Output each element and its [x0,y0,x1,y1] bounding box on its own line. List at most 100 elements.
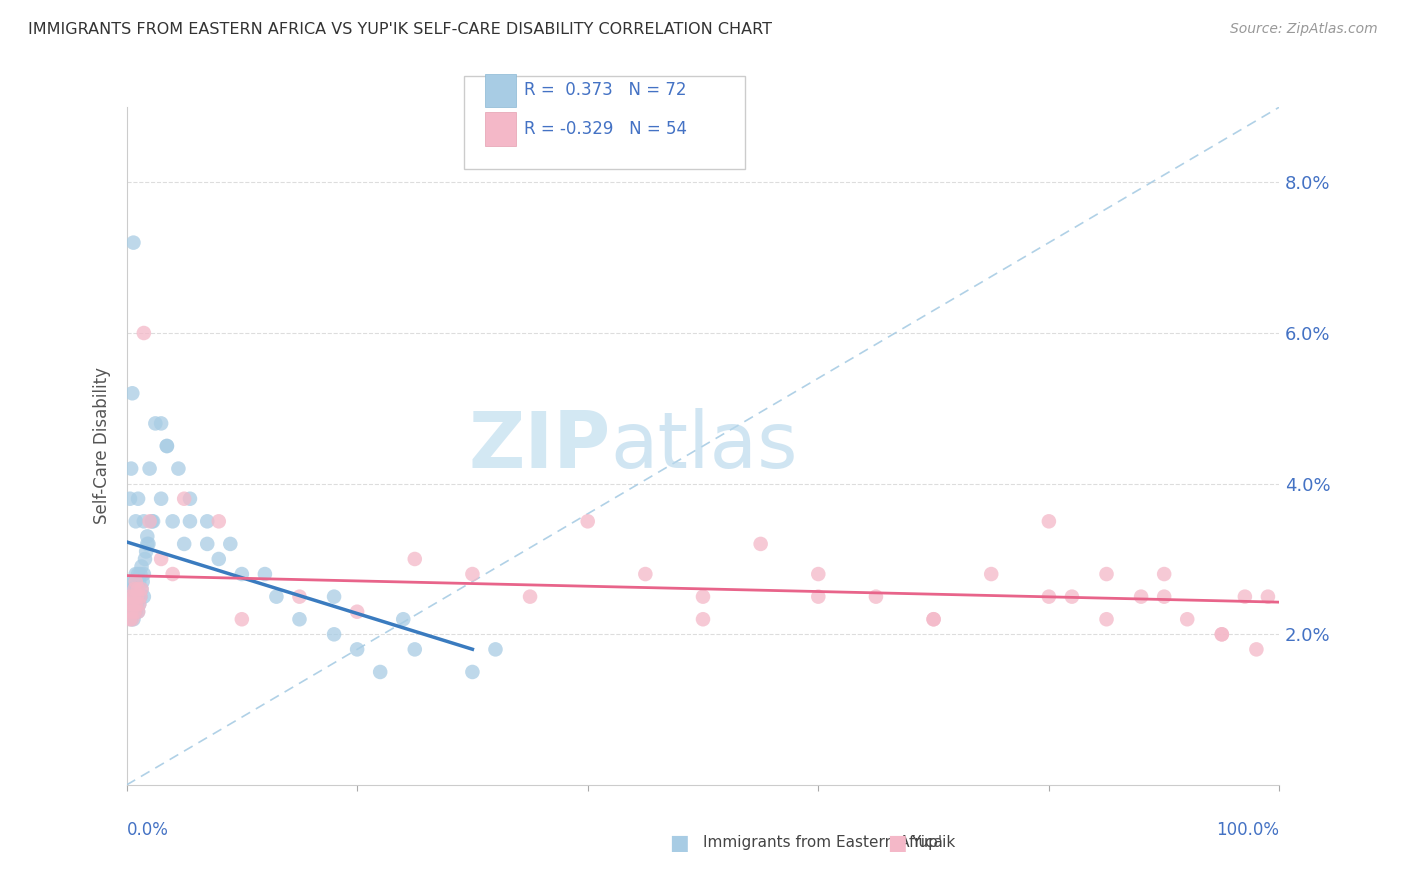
Point [392,612,415,626]
Point [121,386,143,401]
Point [127,605,149,619]
Text: ZIP: ZIP [468,408,610,484]
Point [145,417,166,431]
Point [131,582,153,596]
Point [576,514,599,528]
Point [129,567,152,582]
Point [208,514,231,528]
Point [404,552,426,566]
Point [125,574,148,589]
Point [118,597,141,611]
Point [195,537,218,551]
Point [1038,590,1060,604]
Point [131,559,153,574]
Point [121,590,143,604]
Point [323,590,346,604]
Point [136,529,159,543]
Text: R =  0.373   N = 72: R = 0.373 N = 72 [524,81,688,99]
Point [162,514,184,528]
Point [142,514,165,528]
Point [692,590,714,604]
Point [404,642,426,657]
Point [1175,612,1198,626]
Point [120,461,142,475]
Point [141,514,163,528]
Point [124,590,146,604]
Point [132,514,155,528]
Point [150,552,173,566]
Text: ■: ■ [887,833,907,853]
Point [231,612,253,626]
Point [253,567,276,582]
Point [167,461,190,475]
Point [118,597,141,611]
Point [118,590,141,604]
Point [134,552,156,566]
Point [208,552,231,566]
Point [179,514,201,528]
Text: ■: ■ [669,833,689,853]
Point [125,597,148,611]
Point [118,491,141,506]
Point [288,612,311,626]
Point [1211,627,1233,641]
Text: R = -0.329   N = 54: R = -0.329 N = 54 [524,120,688,138]
Point [118,612,141,626]
Text: Yup'ik: Yup'ik [911,836,955,850]
Text: atlas: atlas [610,408,799,484]
Point [125,605,148,619]
Point [125,597,148,611]
Point [122,582,145,596]
Point [368,665,391,679]
Point [173,537,195,551]
Point [179,491,201,506]
Point [128,597,150,611]
Point [124,605,146,619]
Point [135,544,157,558]
Point [484,642,506,657]
Point [122,597,145,611]
Point [1060,590,1083,604]
Text: 0.0%: 0.0% [127,821,169,838]
Text: Immigrants from Eastern Africa: Immigrants from Eastern Africa [703,836,943,850]
Point [1233,590,1256,604]
Point [195,514,218,528]
Point [124,582,146,596]
Point [132,590,155,604]
Text: IMMIGRANTS FROM EASTERN AFRICA VS YUP'IK SELF-CARE DISABILITY CORRELATION CHART: IMMIGRANTS FROM EASTERN AFRICA VS YUP'IK… [28,22,772,37]
Point [461,567,484,582]
Point [323,627,346,641]
Point [118,590,141,604]
Point [346,642,368,657]
Point [132,567,155,582]
Point [922,612,945,626]
Point [1130,590,1153,604]
Point [1095,612,1118,626]
Point [156,439,179,453]
Point [162,567,184,582]
Point [129,590,152,604]
Point [128,574,150,589]
Point [120,582,142,596]
Point [125,590,148,604]
Point [138,537,160,551]
Point [124,605,146,619]
Point [692,612,714,626]
Point [127,590,149,604]
Point [150,491,173,506]
Point [125,567,148,582]
Point [125,590,148,604]
Point [138,461,160,475]
Text: Source: ZipAtlas.com: Source: ZipAtlas.com [1230,22,1378,37]
Text: 100.0%: 100.0% [1216,821,1279,838]
Point [807,567,830,582]
Point [922,612,945,626]
Point [122,612,145,626]
Point [121,597,143,611]
Point [1211,627,1233,641]
Point [136,537,159,551]
Point [121,605,143,619]
Point [132,326,155,340]
Y-axis label: Self-Care Disability: Self-Care Disability [93,368,111,524]
Point [1257,590,1279,604]
